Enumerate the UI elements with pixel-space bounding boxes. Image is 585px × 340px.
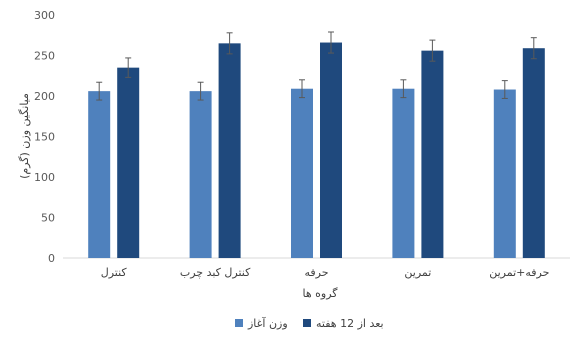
bar (421, 50, 444, 258)
bar (522, 48, 545, 259)
error-bar (400, 79, 407, 99)
error-bar (125, 57, 132, 78)
y-tick-label: 50 (41, 212, 55, 225)
legend-swatch-start-weight (235, 319, 243, 327)
x-tick-label: تمرین (404, 266, 431, 279)
bar (392, 88, 415, 259)
error-bar (501, 80, 508, 99)
error-bar (530, 37, 537, 60)
bar (88, 91, 111, 258)
bar (291, 88, 313, 259)
y-tick-label: 0 (48, 252, 55, 265)
y-tick-label: 100 (34, 171, 55, 184)
legend-label-start-weight: وزن آغاز (247, 316, 288, 330)
x-tick-label: کنترل (101, 266, 128, 279)
bar (117, 67, 140, 259)
x-tick-label: کنترل کبد چرب (180, 266, 251, 279)
legend-swatch-after-12-weeks (303, 319, 311, 327)
legend: وزن آغاز بعد از 12 هفته (235, 316, 384, 330)
y-tick-label: 150 (34, 131, 55, 144)
error-bars (96, 31, 537, 101)
error-bar (226, 32, 233, 55)
y-tick-label: 250 (34, 50, 55, 63)
bar (218, 43, 241, 258)
bar (189, 91, 212, 258)
error-bar (299, 79, 305, 99)
x-tick-label: حرفه+تمرین (489, 266, 549, 279)
y-tick-label: 200 (34, 90, 55, 103)
error-bar (197, 81, 204, 101)
y-tick-label: 300 (34, 9, 55, 22)
bars (88, 42, 545, 259)
y-axis-ticks: 0 50 100 150 200 250 300 (34, 9, 55, 265)
legend-label-after-12-weeks: بعد از 12 هفته (316, 317, 384, 330)
x-axis-categories: کنترل کنترل کبد چرب حرفه تمرین حرفه+تمرین (101, 266, 550, 279)
error-bar (429, 39, 436, 62)
error-bar (328, 31, 334, 54)
x-tick-label: حرفه (304, 266, 328, 279)
bar (493, 89, 516, 259)
x-axis-title: گروه ها (302, 287, 338, 300)
error-bar (96, 81, 103, 101)
y-axis-title: میانگین وزن (گرم) (18, 93, 31, 179)
bar (320, 42, 342, 258)
